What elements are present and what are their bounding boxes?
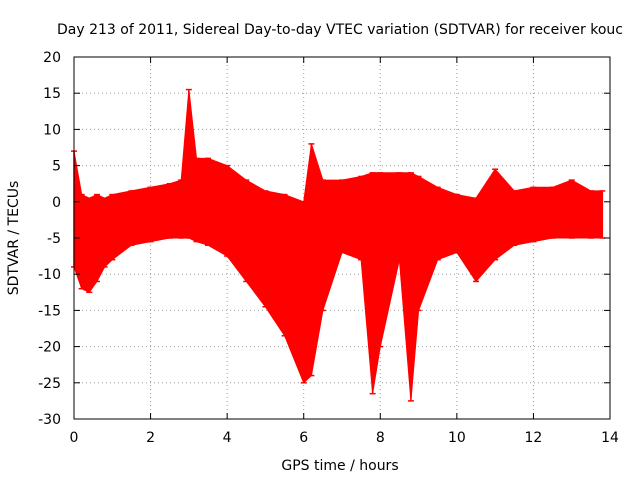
y-tick-label: 20	[43, 50, 61, 66]
x-tick-label: 6	[299, 430, 308, 446]
y-tick-label: 10	[43, 122, 61, 138]
y-tick-label: 5	[52, 159, 61, 175]
y-tick-label: -25	[38, 376, 61, 392]
y-tick-label: 15	[43, 86, 61, 102]
x-tick-label: 12	[525, 430, 543, 446]
y-tick-label: -20	[38, 340, 61, 356]
x-tick-label: 2	[146, 430, 155, 446]
y-tick-label: -5	[47, 231, 61, 247]
x-tick-label: 8	[376, 430, 385, 446]
x-tick-label: 14	[601, 430, 619, 446]
x-tick-label: 10	[448, 430, 466, 446]
x-tick-label: 0	[70, 430, 79, 446]
tick-layer: 0 2 4 6 8 10 12 14 20 15 10 5 0 -5 -10 -15 -20 -25 -30	[38, 50, 619, 446]
x-axis-title: GPS time / hours	[281, 458, 398, 474]
y-tick-label: -30	[38, 412, 61, 428]
chart-title: Day 213 of 2011, Sidereal Day-to-day VTE…	[57, 22, 623, 38]
y-axis-title: SDTVAR / TECUs	[6, 181, 22, 296]
y-tick-label: -10	[38, 267, 61, 283]
y-tick-label: 0	[52, 195, 61, 211]
x-tick-label: 4	[223, 430, 232, 446]
y-tick-label: -15	[38, 303, 61, 319]
